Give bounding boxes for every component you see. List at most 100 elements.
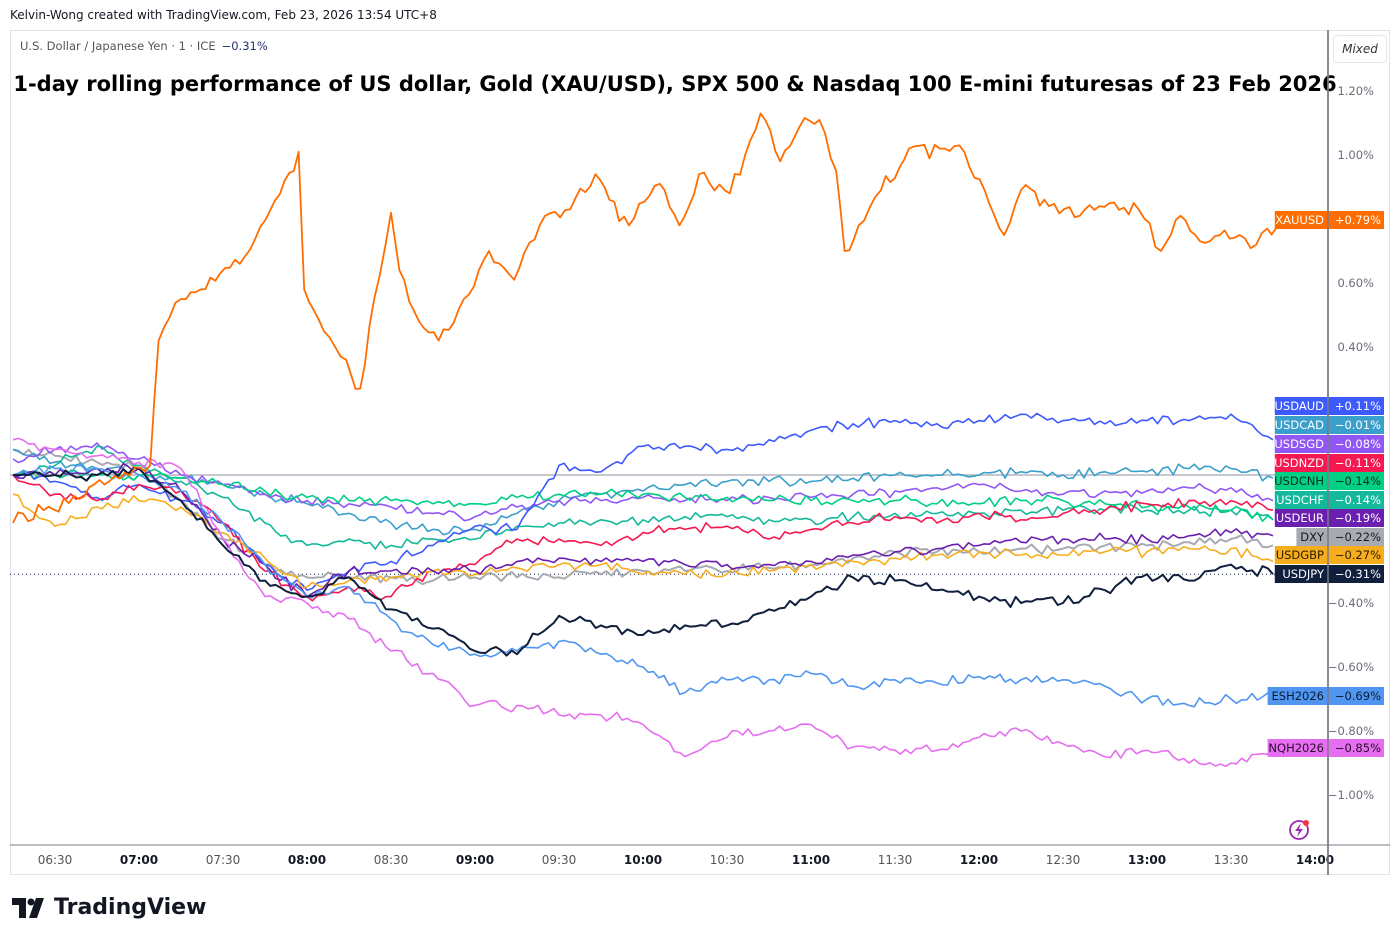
- series-value-label: −0.31%: [1335, 567, 1381, 581]
- series-name-tag: [1267, 739, 1328, 757]
- series-value-label: −0.27%: [1335, 548, 1381, 562]
- series-name-label: USDCAD: [1275, 418, 1324, 432]
- series-name-label: USDEUR: [1276, 511, 1324, 525]
- series-value-tag: [1328, 687, 1384, 705]
- y-tick-label: 1.20%: [1337, 84, 1374, 98]
- symbol-legend[interactable]: U.S. Dollar / Japanese Yen · 1 · ICE −0.3…: [20, 39, 268, 53]
- series-line-usdeur: [12, 462, 1274, 598]
- series-value-label: +0.11%: [1335, 399, 1381, 413]
- series-line-usdcad: [12, 448, 1274, 536]
- series-name-tag: [1274, 435, 1328, 453]
- symbol-change: −0.31%: [221, 39, 268, 53]
- x-tick-label: 12:00: [960, 853, 998, 867]
- lightning-icon: [1289, 820, 1309, 840]
- x-tick-label: 07:00: [120, 853, 158, 867]
- series-value-tag: [1328, 491, 1384, 509]
- series-name-label: USDAUD: [1274, 399, 1324, 413]
- y-tick-label: −1.00%: [1328, 788, 1374, 802]
- series-name-label: USDSGD: [1274, 437, 1324, 451]
- series-value-tag: [1328, 397, 1384, 415]
- series-name-tag: [1274, 397, 1328, 415]
- series-value-tag: [1328, 565, 1384, 583]
- series-value-tag: [1328, 435, 1384, 453]
- y-tick-label: −0.40%: [1328, 596, 1374, 610]
- x-tick-label: 13:30: [1214, 853, 1249, 867]
- scale-mode-button[interactable]: Mixed: [1333, 35, 1387, 63]
- x-tick-label: 12:30: [1046, 853, 1081, 867]
- series-name-label: DXY: [1300, 530, 1325, 544]
- series-line-usdjpy: [12, 466, 1274, 657]
- series-value-label: −0.69%: [1335, 689, 1381, 703]
- series-name-tag: [1274, 491, 1328, 509]
- series-value-label: −0.85%: [1335, 741, 1381, 755]
- series-name-label: XAUUSD: [1275, 213, 1324, 227]
- series-name-tag: [1274, 546, 1328, 564]
- series-name-tag: [1274, 472, 1328, 490]
- series-value-label: −0.14%: [1335, 474, 1381, 488]
- series-value-tag: [1328, 211, 1384, 229]
- series-line-usdgbp: [12, 493, 1274, 589]
- x-tick-label: 10:00: [624, 853, 662, 867]
- notification-dot-icon: [1303, 820, 1309, 826]
- credit-line: Kelvin-Wong created with TradingView.com…: [10, 8, 437, 22]
- series-name-tag: [1274, 509, 1328, 527]
- series-line-usdcnh: [12, 469, 1274, 522]
- chart-frame: [10, 30, 1390, 875]
- symbol-description: U.S. Dollar / Japanese Yen · 1 · ICE: [20, 39, 216, 53]
- series-value-label: −0.19%: [1335, 511, 1381, 525]
- series-value-label: −0.01%: [1335, 418, 1381, 432]
- x-tick-label: 14:00: [1296, 853, 1334, 867]
- series-name-label: USDNZD: [1274, 456, 1324, 470]
- series-name-tag: [1274, 454, 1328, 472]
- x-tick-label: 10:30: [710, 853, 745, 867]
- series-name-label: ESH2026: [1272, 689, 1324, 703]
- x-tick-label: 11:30: [878, 853, 913, 867]
- tradingview-logo: TradingView: [12, 895, 206, 920]
- series-name-tag: [1267, 687, 1328, 705]
- x-tick-label: 06:30: [38, 853, 73, 867]
- series-value-tag: [1328, 509, 1384, 527]
- series-name-label: USDJPY: [1282, 567, 1325, 581]
- series-name-tag: [1274, 565, 1328, 583]
- x-tick-label: 13:00: [1128, 853, 1166, 867]
- series-line-xauusd: [12, 112, 1277, 524]
- series-value-label: −0.22%: [1335, 530, 1381, 544]
- series-value-tag: [1328, 472, 1384, 490]
- lightning-bolt-icon: [1295, 823, 1303, 837]
- series-line-usdchf: [12, 445, 1274, 550]
- x-tick-label: 08:00: [288, 853, 326, 867]
- series-line-nqh2026: [12, 437, 1274, 768]
- y-tick-label: 0.40%: [1337, 340, 1374, 354]
- series-line-usdaud: [12, 412, 1274, 591]
- series-value-tag: [1328, 454, 1384, 472]
- series-line-esh2026: [12, 464, 1274, 708]
- y-tick-label: 0.60%: [1337, 276, 1374, 290]
- series-name-tag: [1274, 416, 1328, 434]
- tradingview-logo-icon: [12, 897, 44, 918]
- series-name-label: USDCHF: [1276, 493, 1324, 507]
- chart-title: 1-day rolling performance of US dollar, …: [13, 72, 1337, 96]
- series-value-tag: [1328, 416, 1384, 434]
- series-name-tag: [1274, 211, 1328, 229]
- x-tick-label: 09:00: [456, 853, 494, 867]
- series-value-tag: [1328, 528, 1384, 546]
- x-tick-label: 11:00: [792, 853, 830, 867]
- series-name-label: USDGBP: [1276, 548, 1324, 562]
- series-value-label: −0.14%: [1335, 493, 1381, 507]
- series-name-label: USDCNH: [1274, 474, 1324, 488]
- series-name-tag: [1296, 528, 1328, 546]
- series-value-tag: [1328, 546, 1384, 564]
- x-tick-label: 09:30: [542, 853, 577, 867]
- series-value-label: −0.11%: [1335, 456, 1381, 470]
- series-value-label: −0.08%: [1335, 437, 1381, 451]
- x-tick-label: 07:30: [206, 853, 241, 867]
- y-tick-label: −0.80%: [1328, 724, 1374, 738]
- brand-name: TradingView: [54, 895, 207, 920]
- y-tick-label: −0.60%: [1328, 660, 1374, 674]
- y-tick-label: 1.00%: [1337, 148, 1374, 162]
- x-tick-label: 08:30: [374, 853, 409, 867]
- series-name-label: NQH2026: [1268, 741, 1324, 755]
- series-value-tag: [1328, 739, 1384, 757]
- series-value-label: +0.79%: [1335, 213, 1381, 227]
